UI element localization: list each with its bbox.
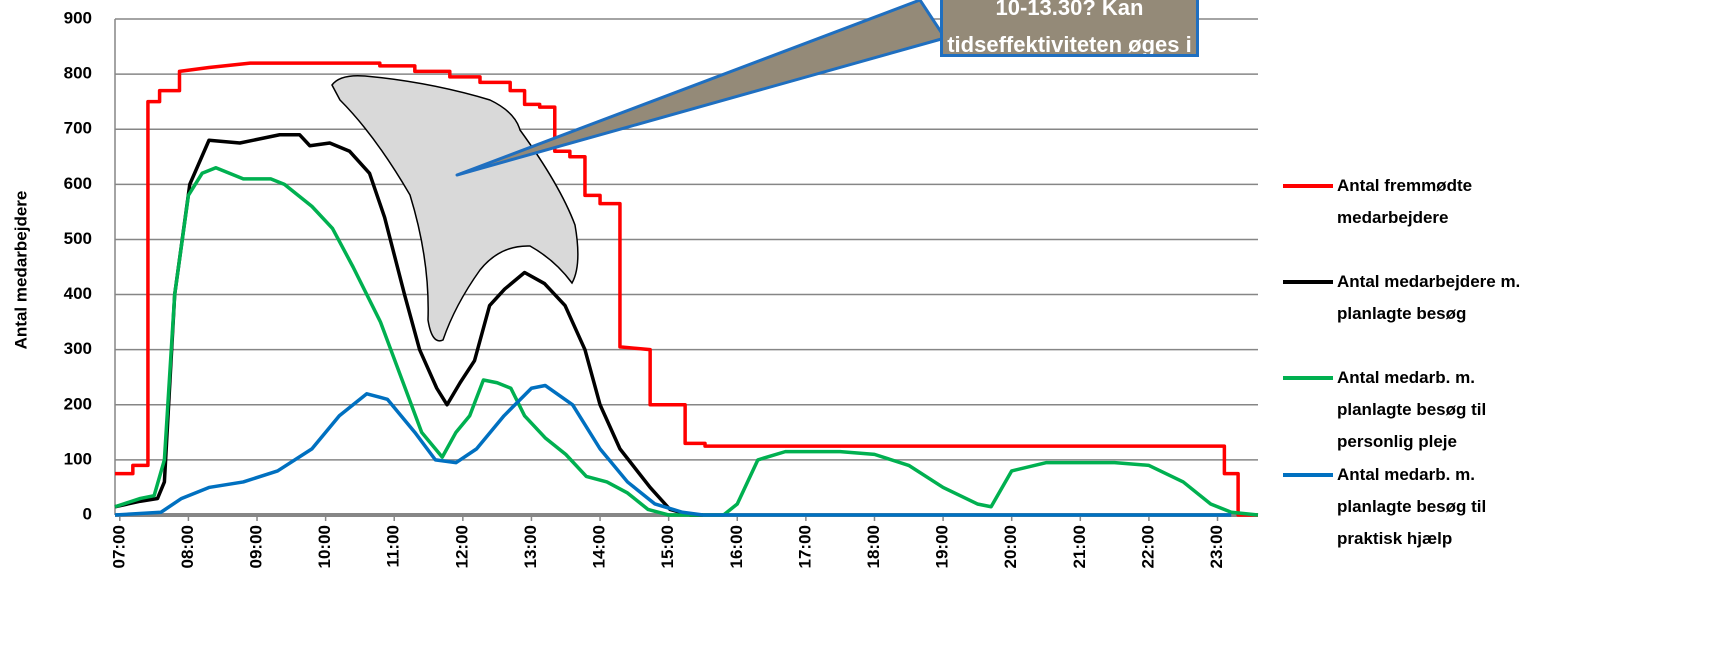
x-tick-label: 15:00 <box>658 525 677 568</box>
x-tick-label: 12:00 <box>452 525 471 568</box>
legend-label: Antal medarbejdere m. planlagte besøg <box>1337 272 1521 323</box>
x-tick-label: 21:00 <box>1070 525 1089 568</box>
series-line <box>115 61 1258 517</box>
x-tick-label: 18:00 <box>864 525 883 568</box>
y-tick-label: 400 <box>64 284 92 303</box>
y-tick-label: 600 <box>64 174 92 193</box>
y-tick-label: 500 <box>64 229 92 248</box>
series-line <box>114 383 1232 517</box>
y-tick-label: 0 <box>83 504 92 523</box>
x-tick-label: 20:00 <box>1001 525 1020 568</box>
x-tick-label: 22:00 <box>1138 525 1157 568</box>
x-tick-label: 07:00 <box>109 525 128 568</box>
x-tick-label: 10:00 <box>315 525 334 568</box>
legend-label: Antal medarb. m. planlagte besøg til pra… <box>1337 465 1487 548</box>
y-tick-label: 300 <box>64 339 92 358</box>
callout-pointer <box>455 0 947 177</box>
x-tick-label: 11:00 <box>384 525 403 568</box>
y-axis-title: Antal medarbejdere <box>11 191 30 350</box>
x-tick-label: 13:00 <box>521 525 540 568</box>
x-tick-label: 14:00 <box>590 525 609 568</box>
legend-label: Antal fremmødte medarbejdere <box>1337 176 1473 227</box>
y-tick-label: 800 <box>64 64 92 83</box>
x-tick-label: 16:00 <box>727 525 746 568</box>
x-tick-label: 19:00 <box>933 525 952 568</box>
x-tick-label: 09:00 <box>247 525 266 568</box>
x-tick-label: 23:00 <box>1207 525 1226 568</box>
callout-cloud <box>331 74 579 342</box>
y-tick-label: 700 <box>64 119 92 138</box>
y-tick-label: 100 <box>64 449 92 468</box>
legend-label: Antal medarb. m. planlagte besøg til per… <box>1337 368 1487 451</box>
x-tick-label: 17:00 <box>795 525 814 568</box>
x-tick-label: 08:00 <box>178 525 197 568</box>
y-tick-label: 200 <box>64 394 92 413</box>
callout-box: 10-13.30? Kan tidseffektiviteten øges i … <box>940 0 1199 57</box>
series-line <box>114 166 1259 517</box>
y-tick-label: 900 <box>64 8 92 27</box>
series-line <box>114 132 703 517</box>
